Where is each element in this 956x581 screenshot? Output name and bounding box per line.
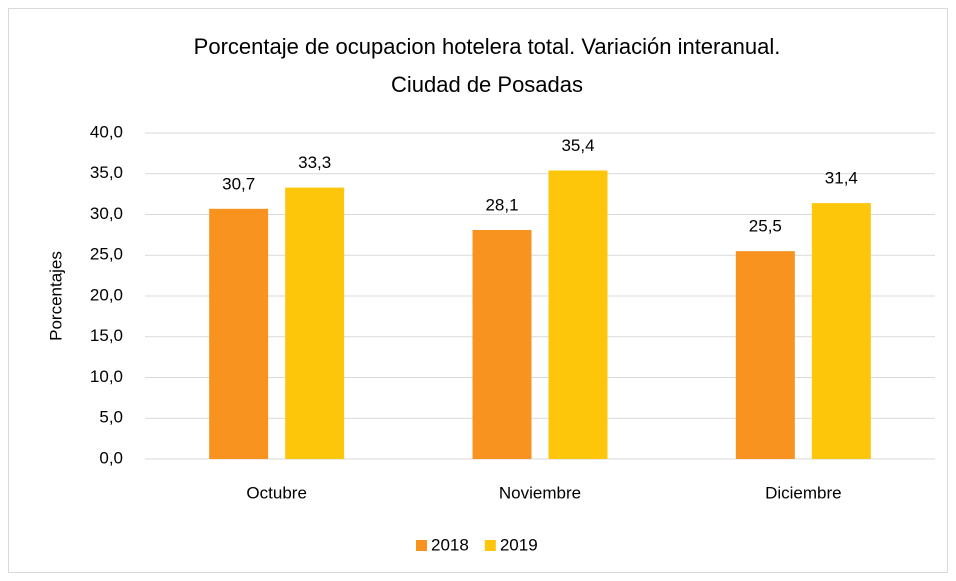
y-tick-label: 5,0	[99, 408, 123, 427]
x-tick-label: Diciembre	[765, 483, 842, 502]
bar	[548, 170, 608, 460]
bar	[472, 229, 532, 459]
data-label: 35,4	[561, 136, 594, 155]
x-tick-label: Octubre	[246, 483, 306, 502]
data-label: 28,1	[485, 195, 518, 214]
bar	[811, 203, 871, 459]
data-label: 30,7	[222, 174, 255, 193]
y-tick-label: 20,0	[90, 285, 123, 304]
y-tick-label: 0,0	[99, 448, 123, 467]
y-tick-label: 10,0	[90, 367, 123, 386]
y-tick-label: 35,0	[90, 163, 123, 182]
y-tick-label: 25,0	[90, 245, 123, 264]
bar	[285, 187, 345, 460]
legend-label: 2018	[431, 535, 469, 554]
y-tick-label: 30,0	[90, 204, 123, 223]
legend-swatch	[484, 540, 496, 551]
bar	[209, 208, 269, 459]
legend-swatch	[416, 540, 427, 551]
data-label: 31,4	[825, 169, 858, 188]
data-label: 33,3	[298, 153, 331, 172]
y-tick-label: 40,0	[90, 122, 123, 141]
chart-title: Ciudad de Posadas	[391, 72, 583, 97]
bar	[735, 251, 795, 459]
data-label: 25,5	[749, 217, 782, 236]
chart-title: Porcentaje de ocupacion hotelera total. …	[194, 34, 781, 59]
legend-label: 2019	[500, 535, 538, 554]
y-axis-label: Porcentajes	[46, 251, 65, 341]
x-tick-label: Noviembre	[499, 483, 581, 502]
y-tick-label: 15,0	[90, 326, 123, 345]
